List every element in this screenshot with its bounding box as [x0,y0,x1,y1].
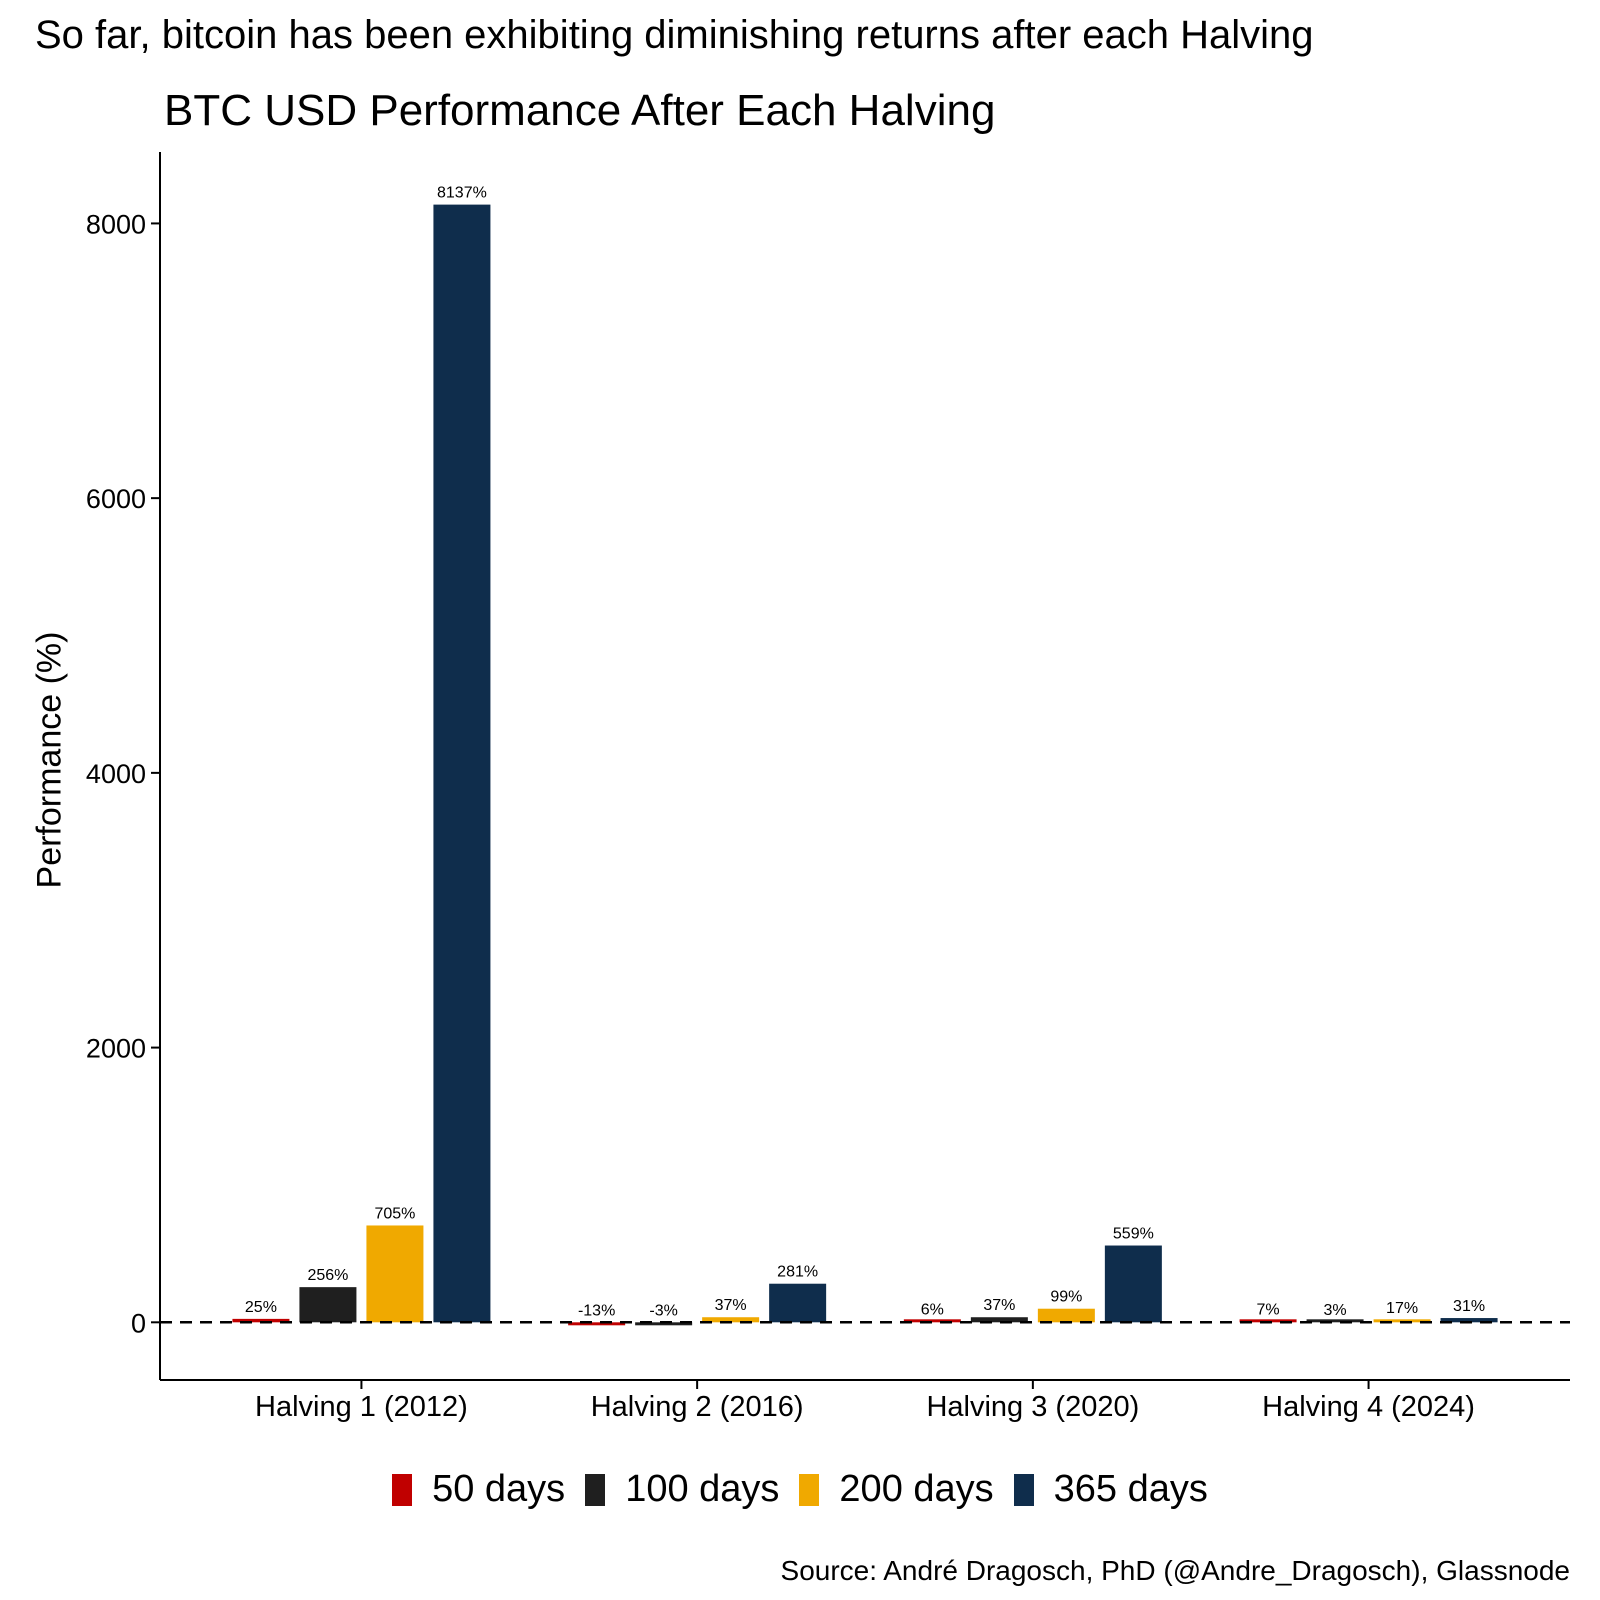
legend-swatch [799,1473,820,1506]
x-tick-label: Halving 1 (2012) [255,1391,468,1423]
bar-value-label: 25% [245,1299,277,1316]
legend-label: 200 days [839,1468,994,1510]
bar [1440,1318,1498,1323]
bar-value-label: 17% [1386,1300,1418,1317]
bar [1037,1308,1095,1323]
bar-value-label: -3% [649,1302,677,1319]
x-tick-label: Halving 3 (2020) [926,1391,1139,1423]
bar [1373,1319,1431,1323]
bar-value-label: 99% [1050,1289,1082,1306]
bar [568,1322,626,1326]
legend-label: 365 days [1053,1468,1208,1510]
legend-label: 50 days [432,1468,566,1510]
y-axis: 0 2000 4000 6000 8000 [86,209,160,1338]
bar [903,1319,961,1323]
legend-label: 100 days [625,1468,780,1510]
bar [769,1283,827,1323]
x-axis: Halving 1 (2012) Halving 2 (2016) Halving … [255,1380,1475,1423]
bar [366,1225,424,1323]
data-labels-group: 25% 256% 705% 8137% -13% -3% 37% 281% 6% 37% 99% 55… [245,185,1485,1320]
bar-value-label: 281% [777,1264,818,1281]
bar-value-label: 37% [715,1297,747,1314]
legend: 50 days 100 days 200 days 365 days [0,1468,1600,1511]
x-tick-label: Halving 2 (2016) [591,1391,804,1423]
legend-swatch [585,1473,606,1506]
bar [702,1317,760,1323]
bar [433,204,491,1323]
legend-item-50-days: 50 days [392,1468,565,1511]
bar [1306,1319,1364,1323]
bars-group [232,204,1498,1326]
bar [635,1322,693,1326]
y-tick-label: 8000 [86,209,146,239]
bar [970,1317,1028,1323]
y-tick-label: 6000 [86,484,146,514]
bar-value-label: 37% [983,1297,1015,1314]
legend-swatch [1013,1473,1034,1506]
bar [232,1318,290,1323]
y-tick-label: 2000 [86,1034,146,1064]
x-tick-label: Halving 4 (2024) [1262,1391,1475,1423]
bar-value-label: 31% [1453,1298,1485,1315]
bar [1239,1319,1297,1323]
bar [299,1287,357,1323]
bar-value-label: 8137% [437,185,487,202]
source-caption: Source: André Dragosch, PhD (@Andre_Drag… [780,1555,1570,1586]
bar-value-label: 559% [1113,1226,1154,1243]
legend-item-200-days: 200 days [799,1468,994,1511]
y-tick-label: 0 [131,1308,146,1338]
bar-value-label: 7% [1257,1301,1280,1318]
headline: So far, bitcoin has been exhibiting dimi… [35,13,1314,57]
bar-value-label: 256% [307,1267,348,1284]
legend-swatch [392,1473,413,1506]
legend-item-100-days: 100 days [585,1468,779,1511]
bar-value-label: 6% [921,1301,944,1318]
legend-item-365-days: 365 days [1013,1468,1208,1511]
y-tick-label: 4000 [86,759,146,789]
bar-value-label: 705% [374,1205,415,1222]
bar-value-label: 3% [1324,1302,1347,1319]
bar-value-label: -13% [578,1302,615,1319]
bar [1104,1245,1162,1323]
chart-title: BTC USD Performance After Each Halving [164,86,996,135]
